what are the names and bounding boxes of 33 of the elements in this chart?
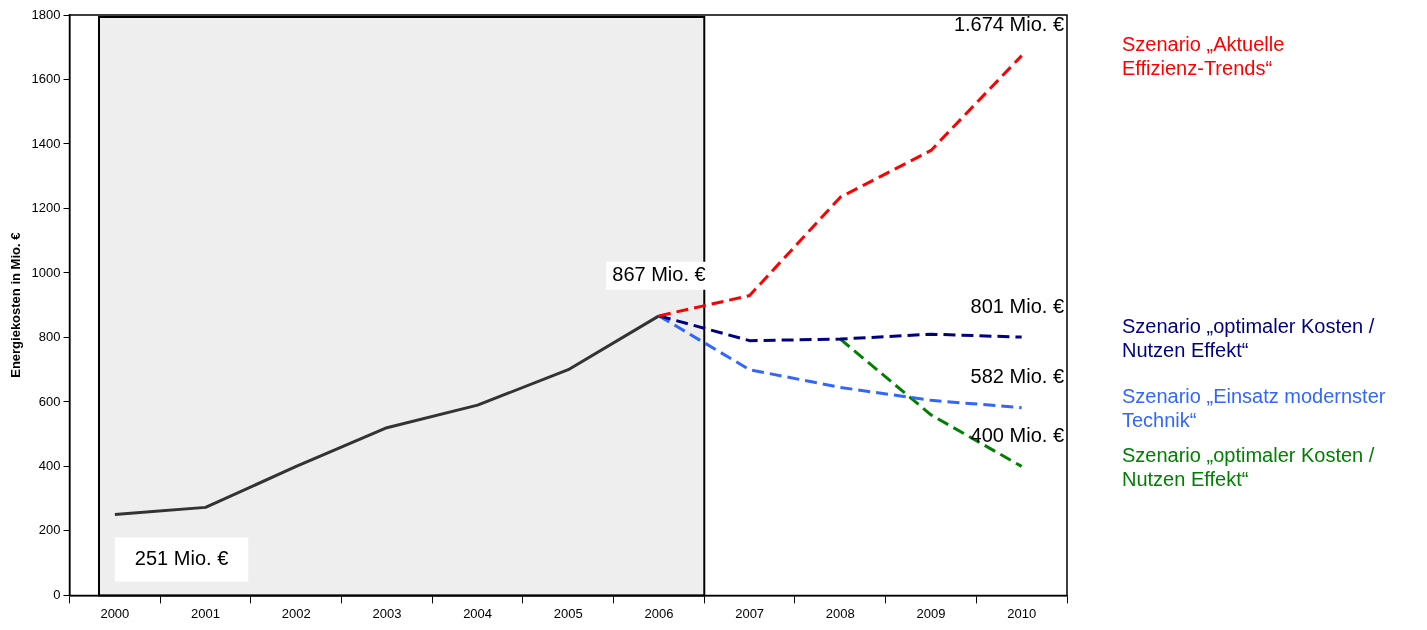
x-tick-label: 2001	[191, 605, 220, 621]
x-tick-label: 2005	[553, 605, 583, 621]
y-tick-label: 1600	[31, 71, 61, 87]
x-tick-label: 2009	[916, 605, 946, 621]
y-tick-label: 0	[53, 586, 61, 602]
text: Szenario „Einsatz modernster Technik“	[1122, 385, 1386, 432]
text: Szenario „optimaler Kosten / Nutzen Effekt“	[1122, 314, 1375, 361]
y-tick-label: 200	[38, 522, 61, 538]
y-tick-label: 1000	[31, 264, 61, 280]
y-tick-label: 600	[38, 393, 61, 409]
y-tick-label: 1200	[31, 200, 61, 216]
x-tick-label: 2004	[463, 605, 493, 621]
data-label: 1.674 Mio. €	[953, 13, 1064, 36]
data-label: 867 Mio. €	[612, 263, 706, 286]
y-tick-label: 400	[38, 458, 61, 473]
x-tick-label: 2007	[735, 605, 765, 621]
text: Szenario „optimaler Kosten / Nutzen Effekt“	[1122, 443, 1375, 490]
y-tick-label: 1800	[31, 6, 61, 22]
x-tick-label: 2008	[825, 605, 855, 621]
x-tick-label: 2002	[281, 605, 311, 621]
x-tick-label: 2010	[1007, 605, 1037, 621]
data-label: 400 Mio. €	[970, 423, 1064, 446]
data-label: 582 Mio. €	[970, 365, 1064, 388]
data-label: 251 Mio. €	[134, 546, 229, 569]
y-tick-label: 800	[38, 329, 61, 345]
data-label: 801 Mio. €	[970, 294, 1064, 317]
y-tick-label: 1400	[31, 135, 61, 151]
x-tick-label: 2006	[644, 605, 674, 621]
line-series	[657, 314, 1024, 343]
y-axis-title: Energiekosten in Mio. €	[8, 232, 24, 378]
text: Szenario „Aktuelle Effizienz-Trends“	[1122, 33, 1285, 80]
x-tick-label: 2000	[100, 605, 130, 621]
x-tick-label: 2003	[372, 605, 402, 621]
